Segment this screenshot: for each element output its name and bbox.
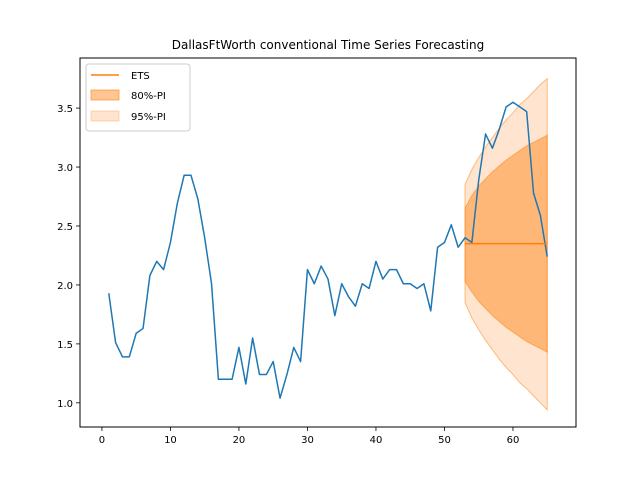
- legend-box: [85, 63, 191, 132]
- x-tick-label: 50: [438, 435, 451, 446]
- actual-series-line: [108, 101, 548, 399]
- plot-frame: [79, 57, 577, 428]
- y-tick-label: 3.0: [57, 163, 73, 174]
- chart-title: DallasFtWorth conventional Time Series F…: [172, 38, 484, 52]
- y-tick-label: 2.0: [57, 281, 73, 292]
- y-axis: 1.0 1.5 2.0 2.5 3.0 3.5: [57, 104, 80, 410]
- y-tick-label: 1.5: [57, 340, 73, 351]
- x-tick-label: 0: [99, 435, 105, 446]
- legend: ETS 80%-PI 95%-PI: [85, 63, 191, 132]
- x-tick-label: 20: [233, 435, 246, 446]
- series-lines: [108, 101, 548, 399]
- legend-label-95pi: 95%-PI: [131, 112, 166, 123]
- x-tick-label: 10: [164, 435, 177, 446]
- x-tick-label: 30: [301, 435, 314, 446]
- legend-label-ets: ETS: [131, 71, 150, 82]
- legend-swatch-95pi: [90, 110, 120, 122]
- x-tick-label: 60: [507, 435, 520, 446]
- legend-label-80pi: 80%-PI: [131, 91, 166, 102]
- y-tick-label: 3.5: [57, 104, 73, 115]
- x-axis: 0 10 20 30 40 50 60: [99, 427, 520, 446]
- x-tick-label: 40: [370, 435, 383, 446]
- y-tick-label: 2.5: [57, 222, 73, 233]
- legend-swatch-80pi: [90, 89, 120, 101]
- y-tick-label: 1.0: [57, 399, 73, 410]
